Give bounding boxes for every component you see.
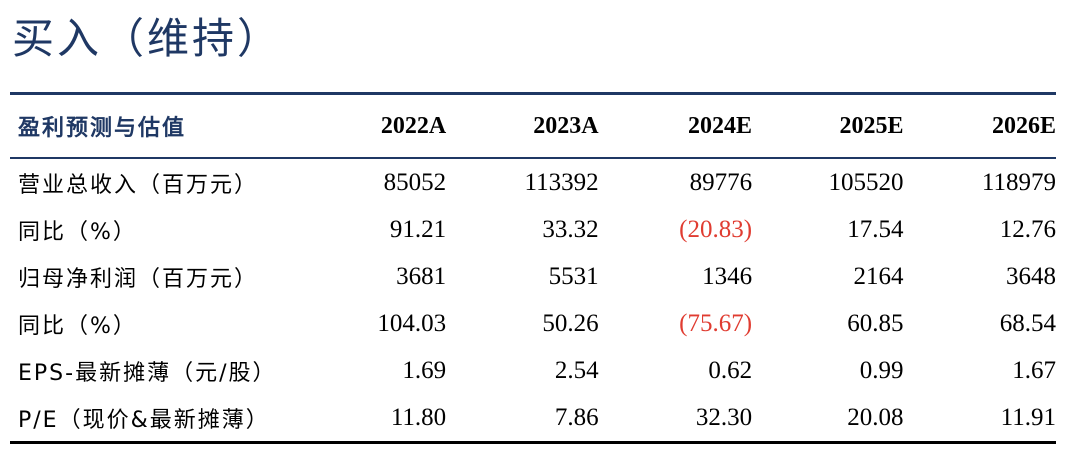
year-header: 2026E <box>991 112 1056 139</box>
value-cell: (75.67) <box>679 309 753 337</box>
value-cell: 3681 <box>396 262 447 290</box>
value-cell: 50.26 <box>542 309 599 337</box>
table-row: 同比（%） 104.03 50.26 (75.67) 60.85 68.54 <box>10 300 1056 347</box>
value-cell: 1.69 <box>402 356 447 384</box>
value-cell: 5531 <box>548 262 599 290</box>
table-row: 同比（%） 91.21 33.32 (20.83) 17.54 12.76 <box>10 206 1056 253</box>
table-header-row: 盈利预测与估值 2022A 2023A 2024E 2025E 2026E <box>10 93 1056 158</box>
forecast-valuation-table: 盈利预测与估值 2022A 2023A 2024E 2025E 2026E 营业… <box>10 92 1056 444</box>
year-header: 2023A <box>533 112 599 139</box>
value-cell: 2164 <box>853 262 904 290</box>
table-row: 营业总收入（百万元） 85052 113392 89776 105520 118… <box>10 158 1056 206</box>
value-cell: 85052 <box>383 168 447 196</box>
row-label: P/E（现价&最新摊薄） <box>18 407 270 433</box>
row-label: 归母净利润（百万元） <box>18 266 259 292</box>
year-header: 2025E <box>839 112 904 139</box>
value-cell: 104.03 <box>377 309 447 337</box>
row-label: 同比（%） <box>18 313 137 339</box>
value-cell: 89776 <box>689 168 753 196</box>
header-label: 盈利预测与估值 <box>18 116 187 141</box>
value-cell: 60.85 <box>847 309 904 337</box>
value-cell: 11.91 <box>1000 403 1056 431</box>
row-label: EPS-最新摊薄（元/股） <box>18 360 277 386</box>
value-cell: 32.30 <box>695 403 753 431</box>
value-cell: (20.83) <box>679 215 753 243</box>
value-cell: 0.62 <box>708 356 753 384</box>
value-cell: 12.76 <box>999 215 1056 243</box>
table-row: 归母净利润（百万元） 3681 5531 1346 2164 3648 <box>10 253 1056 300</box>
year-header: 2024E <box>688 112 753 139</box>
year-header: 2022A <box>380 112 447 139</box>
value-cell: 17.54 <box>847 215 904 243</box>
value-cell: 3648 <box>1006 262 1056 290</box>
value-cell: 33.32 <box>542 215 599 243</box>
value-cell: 11.80 <box>390 403 447 431</box>
value-cell: 1.67 <box>1012 356 1056 384</box>
table-row: P/E（现价&最新摊薄） 11.80 7.86 32.30 20.08 11.9… <box>10 394 1056 443</box>
value-cell: 2.54 <box>554 356 599 384</box>
value-cell: 91.21 <box>389 215 447 243</box>
value-cell: 68.54 <box>999 309 1056 337</box>
value-cell: 20.08 <box>847 403 904 431</box>
value-cell: 1346 <box>702 262 753 290</box>
value-cell: 0.99 <box>859 356 904 384</box>
table-row: EPS-最新摊薄（元/股） 1.69 2.54 0.62 0.99 1.67 <box>10 347 1056 394</box>
value-cell: 7.86 <box>554 403 599 431</box>
value-cell: 113392 <box>524 168 599 196</box>
value-cell: 118979 <box>981 168 1056 196</box>
rating-title: 买入（维持） <box>12 14 283 63</box>
row-label: 同比（%） <box>18 219 137 245</box>
value-cell: 105520 <box>828 168 904 196</box>
row-label: 营业总收入（百万元） <box>18 172 259 198</box>
